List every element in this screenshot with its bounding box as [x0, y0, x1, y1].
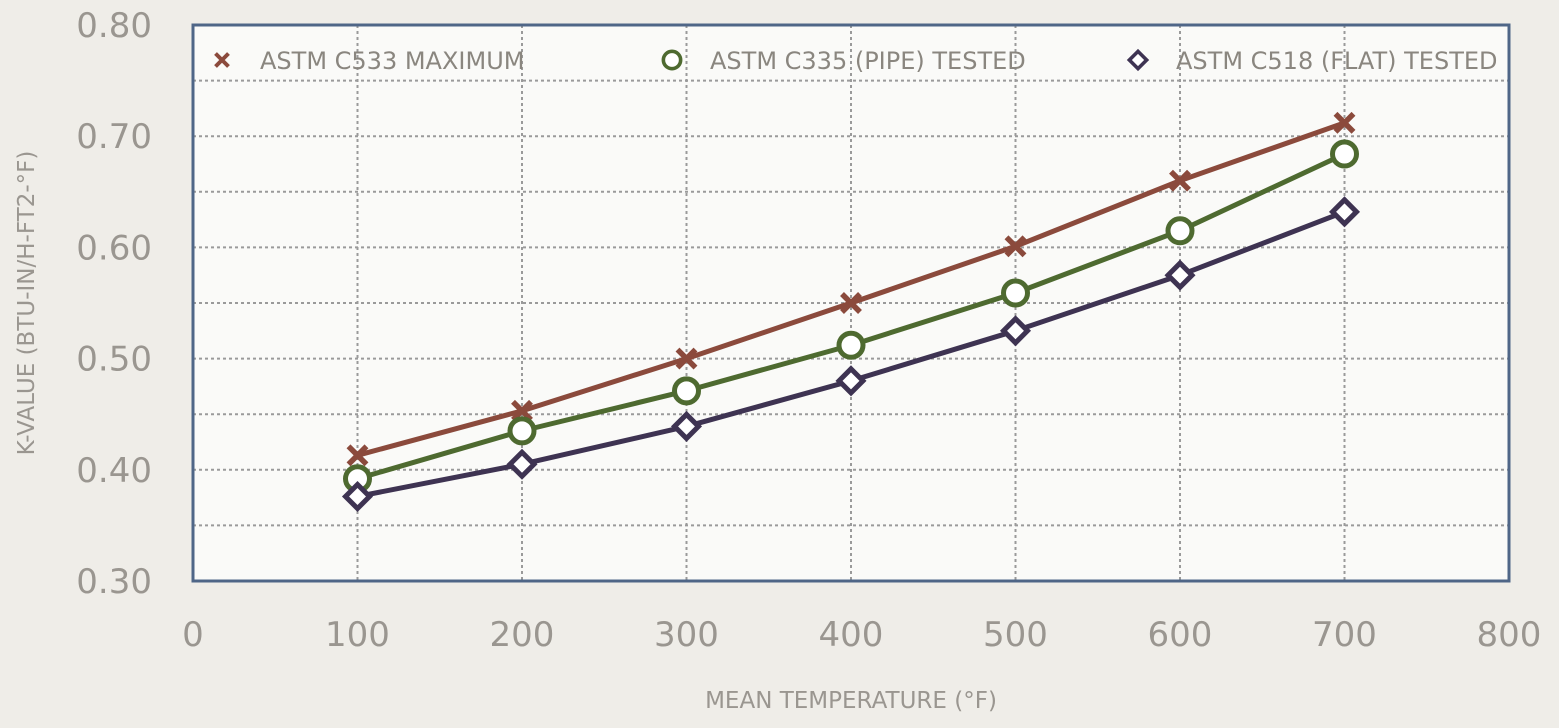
y-tick-label: 0.60: [76, 228, 152, 268]
x-axis-title: MEAN TEMPERATURE (°F): [705, 688, 997, 714]
x-tick-label: 600: [1148, 615, 1213, 655]
x-tick-label: 0: [182, 615, 204, 655]
x-marker: [675, 347, 698, 370]
diamond-marker: [341, 480, 374, 513]
x-marker: [840, 292, 862, 314]
y-tick-label: 0.50: [76, 340, 152, 380]
legend-label: ASTM C518 (FLAT) TESTED: [1176, 47, 1498, 75]
x-marker: [346, 444, 369, 467]
grid: [193, 25, 1509, 581]
x-axis-ticks: 0 100 200 300 400 500 600 700 800: [182, 615, 1541, 655]
y-axis-title: K-VALUE (BTU-IN/H-FT2-°F): [14, 151, 40, 456]
x-tick-label: 700: [1312, 615, 1377, 655]
diamond-marker: [835, 365, 867, 397]
legend-item: ASTM C533 MAXIMUM: [214, 47, 524, 75]
diamond-marker: [999, 315, 1032, 347]
x-tick-label: 200: [490, 615, 555, 655]
y-tick-label: 0.30: [76, 562, 152, 602]
legend-label: ASTM C335 (PIPE) TESTED: [710, 47, 1026, 75]
diamond-marker: [506, 448, 538, 480]
x-tick-label: 300: [654, 615, 719, 655]
x-tick-label: 500: [983, 615, 1048, 655]
x-marker: [1004, 235, 1027, 258]
circle-marker: [672, 376, 701, 406]
series-circle: [343, 139, 1359, 494]
y-tick-label: 0.40: [76, 451, 152, 491]
x-marker: [1333, 111, 1356, 134]
x-marker: [214, 52, 230, 68]
circle-marker: [1001, 278, 1030, 308]
legend: ASTM C533 MAXIMUM ASTM C335 (PIPE) TESTED…: [214, 47, 1498, 75]
y-tick-label: 0.70: [76, 117, 152, 157]
series-layer: [341, 111, 1361, 513]
diamond-marker: [1126, 48, 1150, 72]
plot-border: [191, 23, 1511, 583]
series-x: [346, 111, 1356, 467]
legend-label: ASTM C533 MAXIMUM: [260, 47, 524, 75]
diamond-marker: [670, 410, 703, 442]
series-diamond: [341, 196, 1361, 513]
legend-item: ASTM C335 (PIPE) TESTED: [661, 47, 1026, 75]
circle-marker: [661, 49, 683, 71]
x-tick-label: 100: [325, 615, 390, 655]
x-marker: [511, 399, 533, 422]
circle-marker: [1330, 139, 1359, 169]
diamond-marker: [1164, 259, 1196, 291]
legend-item: ASTM C518 (FLAT) TESTED: [1126, 47, 1498, 75]
circle-marker: [1165, 216, 1195, 246]
circle-marker: [507, 416, 537, 446]
y-tick-label: 0.80: [76, 6, 152, 46]
circle-marker: [836, 330, 866, 360]
x-tick-label: 400: [819, 615, 884, 655]
diamond-marker: [1328, 196, 1361, 228]
x-tick-label: 800: [1477, 615, 1542, 655]
y-axis-ticks: 0.30 0.40 0.50 0.60 0.70 0.80: [76, 6, 152, 602]
x-marker: [1169, 169, 1191, 192]
